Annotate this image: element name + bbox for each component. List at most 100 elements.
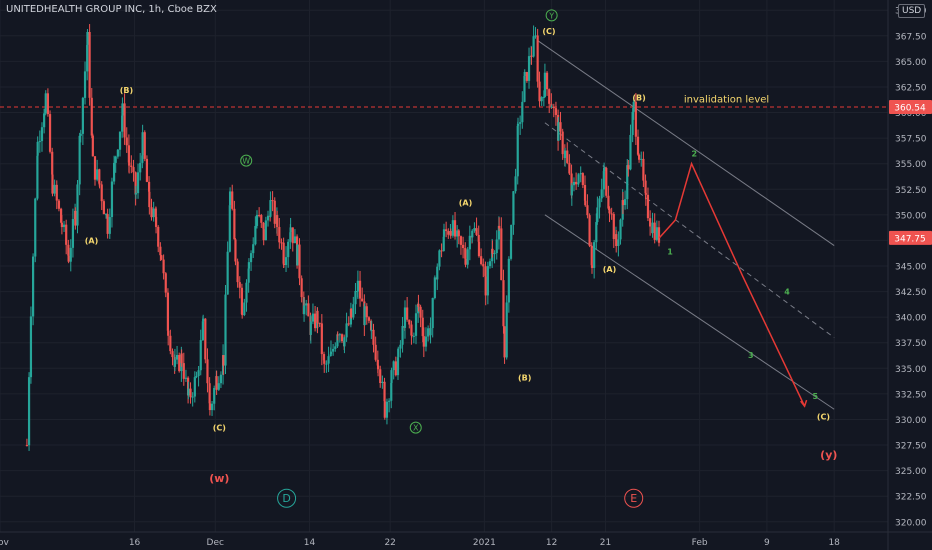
wave-label: 2 [691,150,697,159]
candle-body [48,114,52,152]
x-tick-label: Feb [692,538,708,548]
candle-body [296,244,299,266]
candle-body [431,298,434,329]
candle-body [453,220,457,237]
candle-body [584,200,587,206]
wave-label: (y) [820,448,837,461]
candle-body [519,122,522,124]
candle-body [605,167,608,196]
candle-body [502,280,505,327]
projection-arrowhead [799,399,808,408]
candle-body [166,292,170,331]
candle-body [90,97,93,136]
candle-body [191,396,194,398]
y-tick-label: 355.00 [895,160,927,170]
candle-body [440,250,443,252]
candle-body [173,359,177,367]
candle-body [278,227,281,243]
candle-body [484,276,487,296]
candle-body [280,242,283,244]
candle-body [25,445,29,447]
candle-body [427,328,430,337]
candle-body [154,216,158,227]
candle-body [309,321,312,335]
candle-body [167,330,170,336]
candle-body [590,265,594,268]
candle-body [566,150,569,163]
price-tag[interactable] [889,230,932,245]
candle-body [136,172,140,194]
candle-body [134,193,137,195]
candle-body [243,302,246,315]
candle-body [491,248,494,254]
candle-body [459,236,463,245]
wave-label: (A) [85,236,99,245]
y-tick-label: 357.50 [895,135,927,145]
candle-body [399,344,402,349]
candle-body [219,374,223,384]
candle-body [260,215,263,223]
candle-body [552,106,555,109]
candle-body [401,325,404,345]
x-tick-label: 22 [384,538,395,548]
candle-body [350,308,353,318]
candle-body [289,232,292,242]
candle-body [438,250,441,267]
candle-body [586,205,589,216]
candle-body [175,354,179,360]
candle-body [414,313,418,336]
candle-body [367,317,371,321]
candle-body [436,266,439,280]
candle-body [588,215,591,246]
price-tag[interactable] [889,100,932,115]
currency-badge[interactable]: USD [898,4,926,18]
candle-body [632,101,635,112]
candle-body [640,158,643,160]
candle-body [563,150,567,158]
candle-body [498,225,501,229]
y-tick-label: 367.50 [895,32,927,42]
candle-body [116,149,119,157]
candle-body [282,263,285,265]
y-tick-label: 332.50 [895,390,927,400]
candle-body [561,131,564,155]
candle-body [473,228,476,231]
candle-body [93,156,97,180]
wave-label: X [413,424,419,433]
candle-body [488,261,492,267]
candle-body [298,244,301,279]
candle-body [110,181,114,218]
candle-body [79,133,82,136]
candle-body [354,291,357,305]
candle-body [262,228,265,241]
candle-body [500,228,503,281]
candle-body [247,262,251,269]
candle-body [598,198,601,208]
candle-body [282,242,285,264]
candle-body [602,171,605,190]
candle-body [548,89,551,104]
candle-body [91,135,94,157]
candle-body [289,227,292,233]
candle-body [534,35,537,37]
candle-body [208,403,211,411]
candle-body [336,334,339,347]
candle-body [385,401,389,418]
candle-body [523,72,526,77]
chart-title: UNITEDHEALTH GROUP INC, 1h, Cboe BZX [6,4,217,15]
candle-body [600,189,603,199]
candle-body [657,227,661,243]
candle-body [143,132,146,159]
candle-body [262,222,265,229]
candle-body [189,388,192,398]
candle-body [162,259,165,274]
candle-body [121,115,124,132]
candle-body [442,236,445,252]
candle-body [649,218,652,227]
candle-body [612,214,615,240]
candle-body [55,184,58,201]
candle-body [78,135,81,185]
y-tick-label: 352.50 [895,186,927,196]
candle-body [392,361,395,371]
